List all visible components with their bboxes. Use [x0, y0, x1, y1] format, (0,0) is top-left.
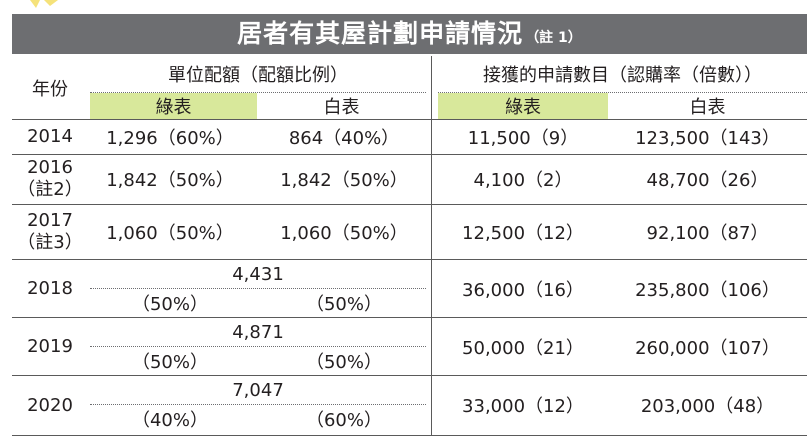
units-green-cell: （50%） [131, 293, 208, 315]
table-row-year: 2020 [27, 394, 73, 416]
row-divider [12, 154, 807, 155]
header-apps-green-form: 綠表 [438, 93, 608, 119]
group-separator [431, 56, 432, 436]
header-apps-white-form: 白表 [689, 97, 726, 118]
apps-green-cell: 33,000（12） [462, 396, 584, 417]
table-row-year: 2017 （註3） [12, 205, 88, 259]
table-row-year: 2014 [12, 120, 88, 154]
units-white-cell: 1,842（50%） [280, 170, 408, 191]
apps-white-cell: 48,700（26） [646, 170, 769, 191]
apps-green-cell: 12,500（12） [462, 223, 584, 244]
subrow-dotted-rule [90, 288, 426, 289]
units-white-cell: 1,060（50%） [280, 223, 408, 244]
table-bottom-rule [12, 435, 807, 436]
apps-white-cell: 92,100（87） [646, 223, 769, 244]
units-green-cell: 1,842（50%） [106, 170, 234, 191]
table-row-year: 2019 [27, 336, 73, 357]
header-units-green-form: 綠表 [90, 93, 257, 119]
header-unit-quota: 單位配額（配額比例） [168, 65, 348, 86]
units-white-cell: （50%） [305, 293, 382, 315]
apps-green-cell: 36,000（16） [462, 279, 584, 301]
table-row-year: 2016 （註2） [12, 154, 88, 204]
title-note: （註 1） [525, 30, 582, 46]
apps-white-cell: 123,500（143） [635, 128, 780, 149]
header-units-white-form: 白表 [323, 97, 360, 118]
title-text: 居者有其屋計劃申請情況 [237, 19, 524, 48]
units-green-cell: （50%） [131, 351, 208, 373]
units-total-cell: 7,047 [232, 379, 284, 401]
units-white-cell: （60%） [305, 410, 382, 431]
units-green-cell: （40%） [131, 410, 208, 431]
units-green-cell: 1,296（60%） [106, 128, 234, 149]
year-label: 2017 [27, 210, 73, 231]
header-dotted-rule [438, 92, 807, 93]
subrow-dotted-rule [90, 404, 426, 405]
header-rule [12, 119, 807, 120]
apps-green-cell: 50,000（21） [462, 337, 584, 359]
header-dotted-rule [90, 92, 426, 93]
row-divider [12, 259, 807, 260]
row-divider [12, 375, 807, 376]
apps-white-cell: 260,000（107） [635, 337, 780, 359]
year-note: （註3） [17, 232, 83, 253]
apps-white-cell: 203,000（48） [640, 396, 775, 417]
units-white-cell: （50%） [305, 351, 382, 373]
corner-decoration [30, 0, 58, 8]
units-green-cell: 1,060（50%） [106, 223, 234, 244]
year-label: 2016 [27, 157, 73, 178]
units-total-cell: 4,431 [232, 263, 284, 285]
row-divider [12, 317, 807, 318]
apps-green-cell: 11,500（9） [467, 128, 579, 149]
year-note: （註2） [17, 179, 83, 200]
year-label: 2014 [27, 126, 73, 147]
header-applications: 接獲的申請數目（認購率（倍數）） [483, 65, 762, 86]
table-row-year: 2018 [27, 278, 73, 299]
apps-white-cell: 235,800（106） [635, 279, 780, 301]
table-title: 居者有其屋計劃申請情況 （註 1） [12, 14, 807, 54]
subrow-dotted-rule [90, 346, 426, 347]
units-white-cell: 864（40%） [288, 128, 400, 149]
header-year: 年份 [32, 79, 68, 100]
apps-green-cell: 4,100（2） [473, 170, 573, 191]
row-divider [12, 204, 807, 205]
units-total-cell: 4,871 [232, 321, 284, 343]
